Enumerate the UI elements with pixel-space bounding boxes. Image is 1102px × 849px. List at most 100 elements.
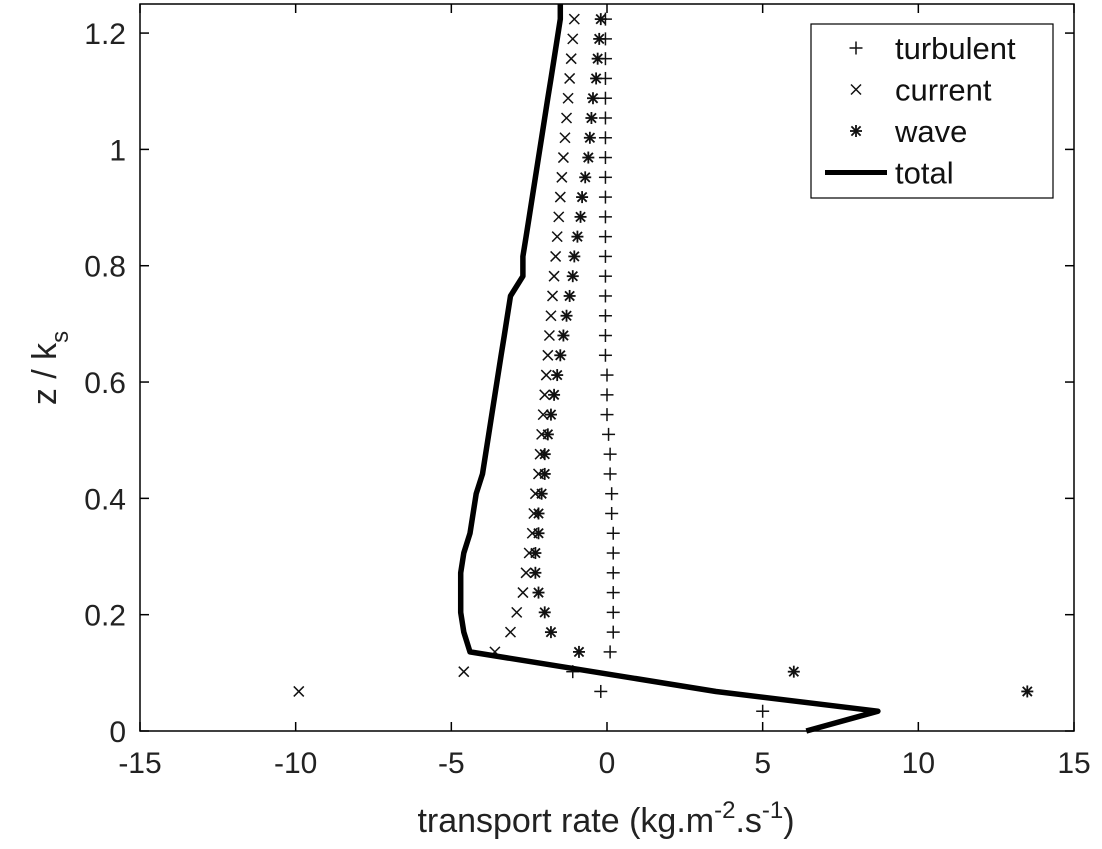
data-point-wave	[538, 448, 551, 461]
data-point-wave	[572, 645, 585, 658]
data-point-wave	[551, 369, 564, 382]
series-layer	[293, 4, 1034, 734]
data-point-current	[543, 329, 555, 342]
data-point-wave	[568, 250, 581, 263]
y-tick-label: 0.6	[84, 367, 126, 400]
data-point-current	[557, 152, 569, 164]
data-point-turbulent	[598, 91, 612, 105]
x-tick-label: 5	[754, 747, 771, 780]
data-point-current	[562, 92, 574, 104]
data-point-current	[551, 231, 563, 243]
data-point-current	[548, 270, 560, 282]
data-point-turbulent	[594, 684, 608, 698]
data-point-turbulent	[598, 348, 612, 362]
data-point-current	[511, 606, 523, 618]
data-point-turbulent	[598, 190, 612, 204]
data-point-turbulent	[606, 605, 620, 619]
data-point-current	[542, 349, 554, 361]
data-point-wave	[557, 329, 570, 342]
data-point-wave	[593, 32, 606, 45]
data-point-turbulent	[598, 210, 612, 224]
data-point-wave	[590, 72, 603, 85]
data-point-turbulent	[602, 427, 616, 441]
data-point-wave	[538, 467, 551, 480]
data-point-turbulent	[598, 289, 612, 303]
x-tick-label: 10	[902, 747, 935, 780]
y-axis-label: z / ks	[26, 331, 74, 405]
data-point-wave	[548, 388, 561, 401]
data-point-wave	[591, 52, 604, 65]
data-point-current	[553, 211, 565, 223]
data-point-wave	[787, 665, 800, 678]
data-point-turbulent	[603, 645, 617, 659]
y-tick-label: 0.4	[84, 483, 126, 516]
legend-label: turbulent	[895, 31, 1016, 66]
data-point-wave	[532, 527, 545, 540]
x-tick-label: -10	[274, 747, 317, 780]
data-point-turbulent	[598, 151, 612, 165]
data-point-turbulent	[598, 329, 612, 343]
data-point-current	[550, 250, 562, 262]
x-axis-label: transport rate (kg.m-2.s-1)	[417, 797, 794, 840]
data-point-turbulent	[598, 111, 612, 125]
data-point-wave	[576, 191, 589, 204]
data-point-turbulent	[600, 368, 614, 382]
data-point-wave	[563, 289, 576, 302]
y-axis-ticks: 0 0.2 0.4 0.6 0.8 1 1.2	[84, 18, 1074, 749]
data-point-wave	[544, 408, 557, 421]
data-point-current	[458, 666, 470, 678]
legend-entry-wave: wave	[850, 114, 967, 149]
data-point-turbulent	[603, 467, 617, 481]
data-point-current	[540, 369, 552, 381]
data-point-wave	[532, 586, 545, 599]
y-tick-label: 0	[109, 716, 126, 749]
data-point-current	[559, 132, 571, 144]
y-tick-label: 0.8	[84, 251, 126, 284]
legend-label: total	[895, 156, 954, 191]
data-point-current	[554, 191, 566, 203]
y-tick-label: 1	[109, 134, 126, 167]
data-point-current	[565, 53, 577, 65]
legend-entry-total: total	[825, 156, 954, 191]
legend-label: wave	[894, 114, 967, 149]
data-point-turbulent	[598, 131, 612, 145]
data-point-wave	[582, 151, 595, 164]
data-point-turbulent	[600, 408, 614, 422]
data-point-wave	[1021, 685, 1034, 698]
data-point-current	[517, 587, 529, 599]
data-point-current	[546, 290, 559, 302]
data-point-current	[560, 112, 573, 124]
legend-entry-current: current	[850, 73, 992, 108]
series-total	[457, 4, 881, 734]
data-point-wave	[554, 349, 567, 362]
data-point-turbulent	[598, 269, 612, 283]
x-tick-label: -5	[438, 747, 465, 780]
data-point-wave	[594, 13, 607, 26]
legend-swatch-wave	[850, 125, 862, 137]
data-point-turbulent	[598, 170, 612, 184]
data-point-current	[567, 33, 579, 45]
series-wave	[529, 13, 1034, 698]
data-point-turbulent	[756, 704, 770, 718]
legend: turbulent current wave total	[810, 23, 1054, 199]
y-tick-label: 0.2	[84, 600, 126, 633]
data-point-wave	[574, 210, 587, 223]
data-point-wave	[535, 487, 548, 500]
legend-entry-turbulent: turbulent	[849, 31, 1016, 66]
data-point-turbulent	[605, 506, 619, 520]
data-point-turbulent	[598, 249, 612, 263]
data-point-wave	[532, 507, 545, 520]
data-point-current	[545, 310, 557, 322]
data-point-turbulent	[606, 526, 620, 540]
data-point-current	[520, 567, 532, 579]
data-point-current	[539, 389, 551, 401]
legend-box	[810, 23, 1054, 199]
data-point-current	[293, 685, 305, 697]
data-point-wave	[529, 547, 542, 560]
data-point-wave	[544, 626, 557, 639]
data-point-wave	[538, 606, 551, 619]
data-point-turbulent	[606, 546, 620, 560]
data-point-wave	[571, 230, 584, 243]
